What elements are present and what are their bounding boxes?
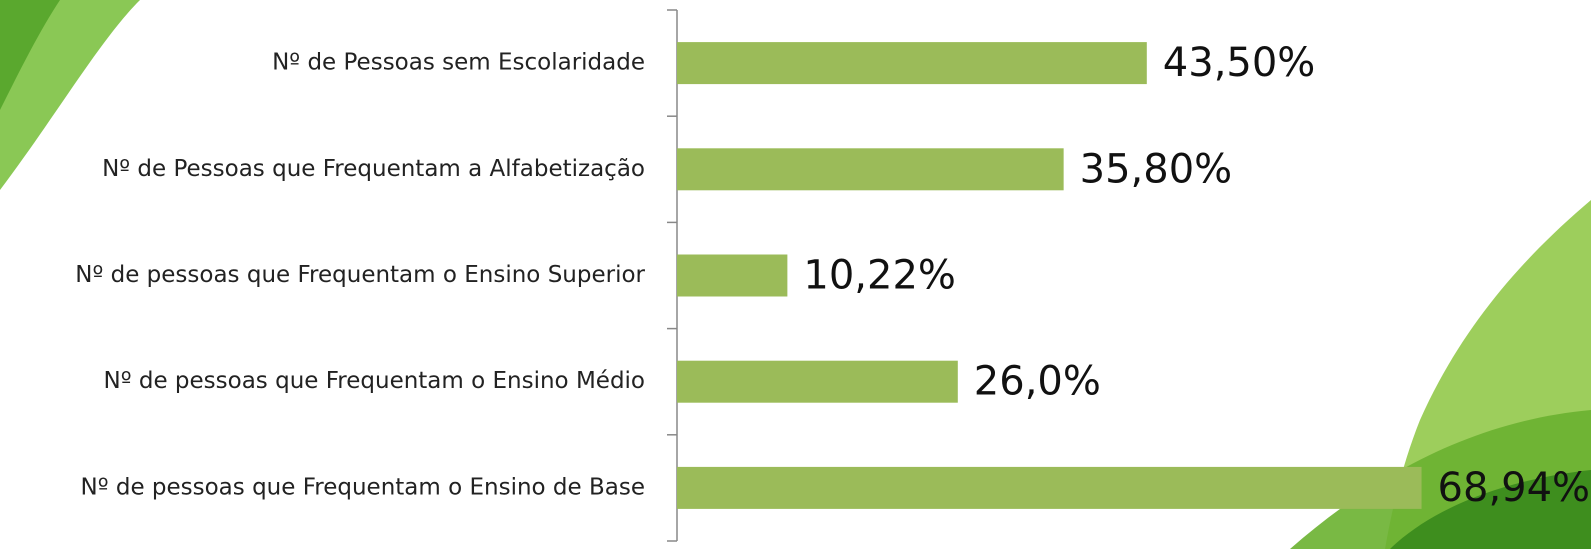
bar	[677, 466, 1422, 509]
value-label: 68,94%	[1438, 465, 1591, 511]
value-label: 10,22%	[803, 253, 956, 299]
value-label: 26,0%	[974, 359, 1101, 405]
bar	[677, 148, 1064, 191]
category-label: Nº de pessoas que Frequentam o Ensino de…	[80, 474, 645, 500]
bar	[677, 42, 1147, 85]
category-label: Nº de pessoas que Frequentam o Ensino Su…	[75, 262, 645, 288]
bar	[677, 254, 788, 297]
category-label: Nº de pessoas que Frequentam o Ensino Mé…	[104, 368, 646, 394]
value-label: 43,50%	[1163, 40, 1316, 86]
category-label: Nº de Pessoas sem Escolaridade	[272, 50, 645, 76]
bar	[677, 360, 958, 403]
value-label: 35,80%	[1080, 146, 1233, 192]
category-label: Nº de Pessoas que Frequentam a Alfabetiz…	[102, 156, 645, 182]
